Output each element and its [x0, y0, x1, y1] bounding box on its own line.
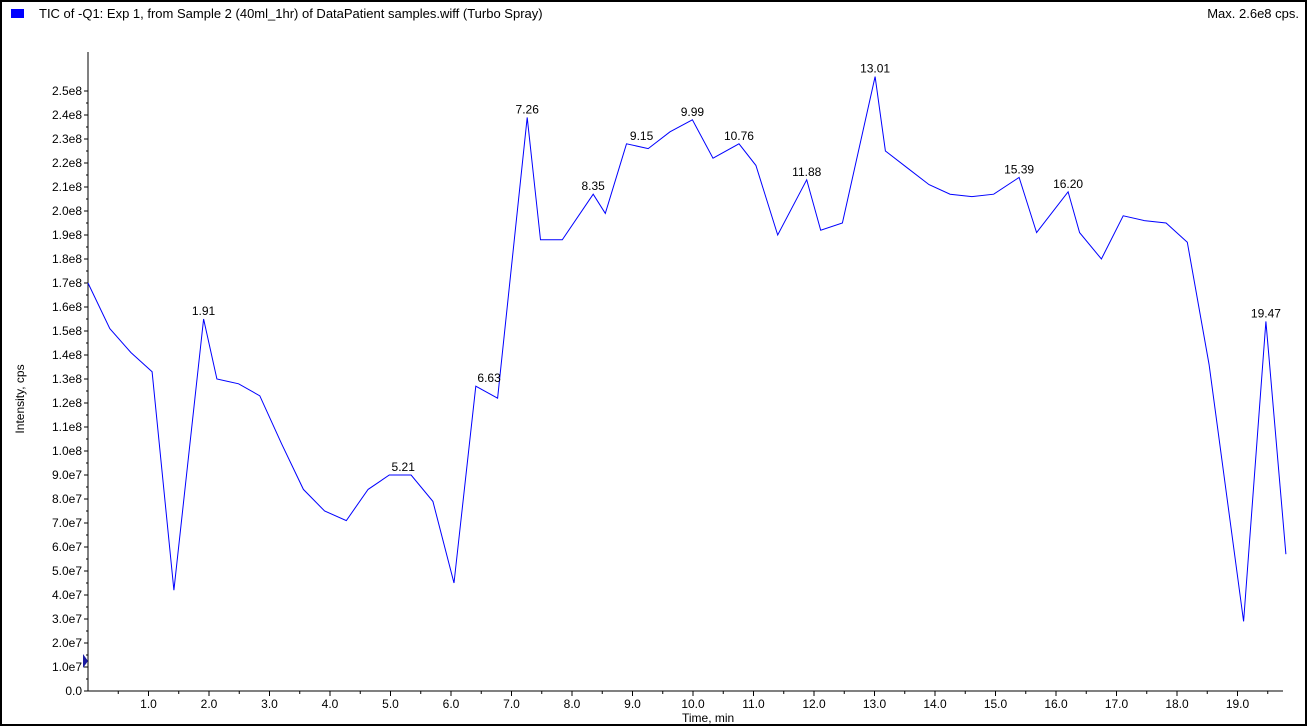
peak-label: 9.15 [630, 129, 654, 143]
max-intensity-label: Max. 2.6e8 cps. [1207, 6, 1299, 21]
x-tick-label: 4.0 [322, 697, 339, 711]
tic-series-line[interactable] [87, 76, 1287, 622]
y-tick-label: 1.4e8 [52, 348, 82, 362]
peak-label: 8.35 [581, 179, 605, 193]
y-axis-ticks: 0.0 1.0e7 2.0e7 3.0e7 4.0e7 5.0e7 6.0e7 7.0e7 8.… [52, 84, 88, 698]
y-tick-label: 1.2e8 [52, 396, 82, 410]
x-tick-label: 19.0 [1226, 697, 1250, 711]
y-tick-label: 1.1e8 [52, 420, 82, 434]
peak-label: 19.47 [1251, 306, 1281, 320]
peak-labels: 1.91 5.21 6.63 7.26 8.35 9.15 9.99 10.76 11.88 13… [192, 62, 1281, 474]
x-tick-label: 5.0 [382, 697, 399, 711]
x-axis-ticks: 1.0 2.0 3.0 4.0 5.0 6.0 7.0 8.0 9.0 10.0 11.0 12.0 1… [117, 691, 1269, 711]
peak-label: 9.99 [681, 105, 705, 119]
y-tick-label: 6.0e7 [52, 540, 82, 554]
x-tick-label: 8.0 [564, 697, 581, 711]
y-tick-label: 1.0e7 [52, 660, 82, 674]
y-tick-label: 0.0 [65, 684, 82, 698]
y-tick-label: 7.0e7 [52, 516, 82, 530]
y-tick-label: 2.5e8 [52, 84, 82, 98]
x-tick-label: 9.0 [624, 697, 641, 711]
peak-label: 16.20 [1053, 177, 1083, 191]
y-tick-label: 3.0e7 [52, 612, 82, 626]
y-tick-label: 2.0e8 [52, 204, 82, 218]
y-tick-label: 1.6e8 [52, 300, 82, 314]
x-axis-label: Time, min [682, 711, 734, 724]
y-tick-label: 2.3e8 [52, 132, 82, 146]
x-tick-label: 2.0 [201, 697, 218, 711]
peak-label: 11.88 [792, 165, 821, 179]
y-tick-label: 2.2e8 [52, 156, 82, 170]
axes [87, 52, 1283, 692]
y-tick-label: 1.3e8 [52, 372, 82, 386]
x-tick-label: 1.0 [140, 697, 157, 711]
y-tick-label: 1.0e8 [52, 444, 82, 458]
y-tick-label: 1.5e8 [52, 324, 82, 338]
y-tick-label: 2.4e8 [52, 108, 82, 122]
x-tick-label: 10.0 [681, 697, 705, 711]
chart-title: TIC of -Q1: Exp 1, from Sample 2 (40ml_1… [39, 6, 543, 21]
x-tick-label: 17.0 [1105, 697, 1129, 711]
y-tick-label: 2.1e8 [52, 180, 82, 194]
y-tick-label: 5.0e7 [52, 564, 82, 578]
x-tick-label: 14.0 [923, 697, 947, 711]
peak-label: 7.26 [516, 102, 540, 116]
peak-label: 6.63 [477, 371, 501, 385]
x-tick-label: 18.0 [1165, 697, 1189, 711]
y-tick-label: 2.0e7 [52, 636, 82, 650]
x-tick-label: 6.0 [443, 697, 460, 711]
peak-label: 15.39 [1004, 162, 1034, 176]
peak-label: 1.91 [192, 304, 216, 318]
y-tick-label: 1.7e8 [52, 276, 82, 290]
x-tick-label: 12.0 [802, 697, 826, 711]
peak-label: 5.21 [392, 460, 416, 474]
threshold-marker-icon[interactable] [83, 654, 88, 668]
x-tick-label: 15.0 [984, 697, 1008, 711]
legend-swatch [11, 9, 24, 18]
peak-label: 10.76 [724, 129, 754, 143]
x-tick-label: 3.0 [261, 697, 278, 711]
y-tick-label: 9.0e7 [52, 468, 82, 482]
x-tick-label: 7.0 [503, 697, 520, 711]
y-tick-label: 8.0e7 [52, 492, 82, 506]
y-tick-label: 4.0e7 [52, 588, 82, 602]
x-tick-label: 13.0 [863, 697, 887, 711]
x-tick-label: 16.0 [1044, 697, 1068, 711]
y-tick-label: 1.9e8 [52, 228, 82, 242]
y-tick-label: 1.8e8 [52, 252, 82, 266]
peak-label: 13.01 [860, 62, 890, 76]
x-tick-label: 11.0 [742, 697, 765, 711]
y-axis-label: Intensity, cps [13, 364, 27, 433]
